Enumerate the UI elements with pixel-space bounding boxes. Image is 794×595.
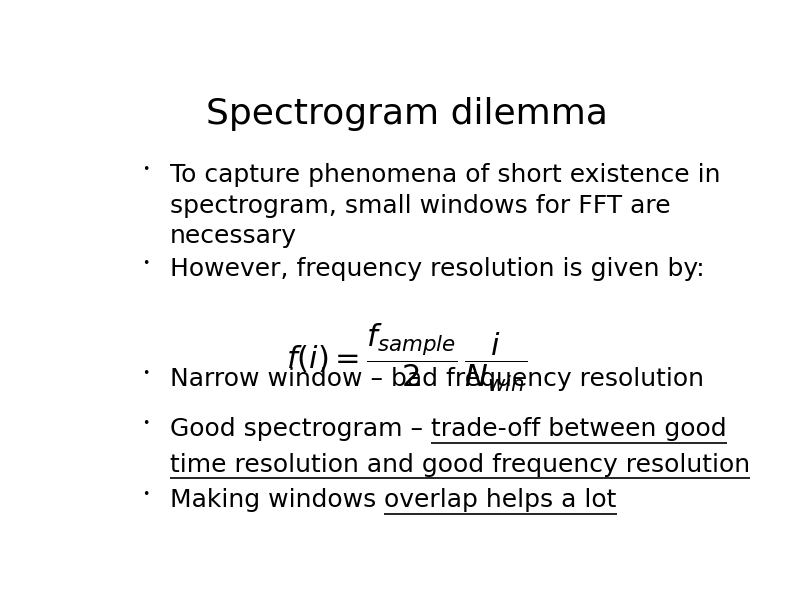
Text: •: • bbox=[142, 488, 150, 502]
Text: However, frequency resolution is given by:: However, frequency resolution is given b… bbox=[170, 257, 704, 281]
Text: $f(i) = \dfrac{f_{sample}}{2} \, \dfrac{i}{N_{win}}$: $f(i) = \dfrac{f_{sample}}{2} \, \dfrac{… bbox=[287, 321, 527, 394]
Text: trade-off between good: trade-off between good bbox=[431, 417, 727, 441]
Text: •: • bbox=[142, 163, 150, 176]
Text: Good spectrogram –: Good spectrogram – bbox=[170, 417, 431, 441]
Text: •: • bbox=[142, 257, 150, 270]
Text: •: • bbox=[142, 417, 150, 430]
Text: To capture phenomena of short existence in
spectrogram, small windows for FFT ar: To capture phenomena of short existence … bbox=[170, 163, 720, 248]
Text: Spectrogram dilemma: Spectrogram dilemma bbox=[206, 96, 608, 130]
Text: Narrow window – bad frequency resolution: Narrow window – bad frequency resolution bbox=[170, 367, 704, 391]
Text: time resolution and good frequency resolution: time resolution and good frequency resol… bbox=[170, 453, 750, 477]
Text: •: • bbox=[142, 367, 150, 380]
Text: Making windows: Making windows bbox=[170, 488, 384, 512]
Text: overlap helps a lot: overlap helps a lot bbox=[384, 488, 617, 512]
